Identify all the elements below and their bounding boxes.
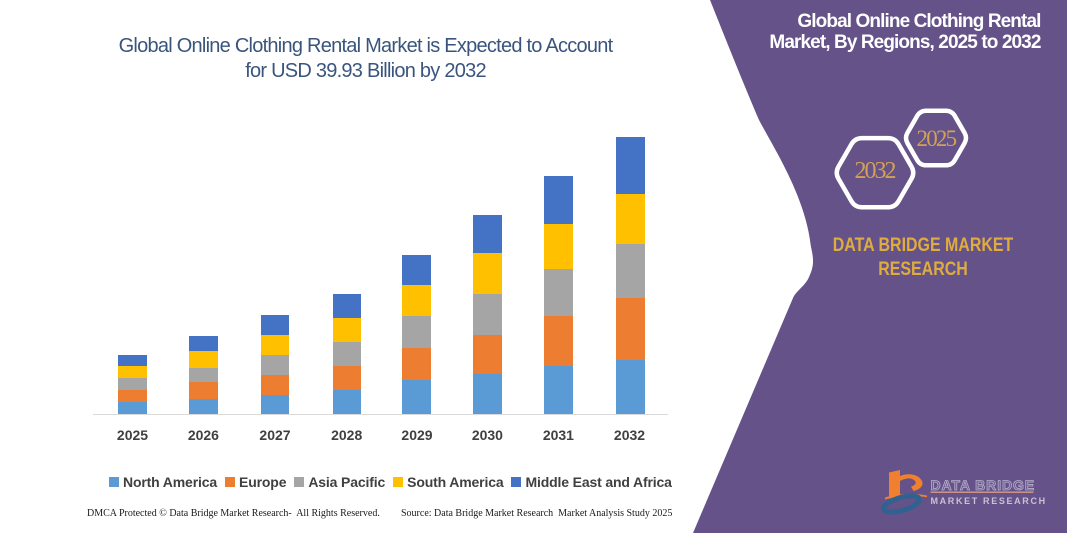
svg-text:MARKET RESEARCH: MARKET RESEARCH [931,496,1047,506]
svg-text:DATA BRIDGE: DATA BRIDGE [931,477,1036,493]
